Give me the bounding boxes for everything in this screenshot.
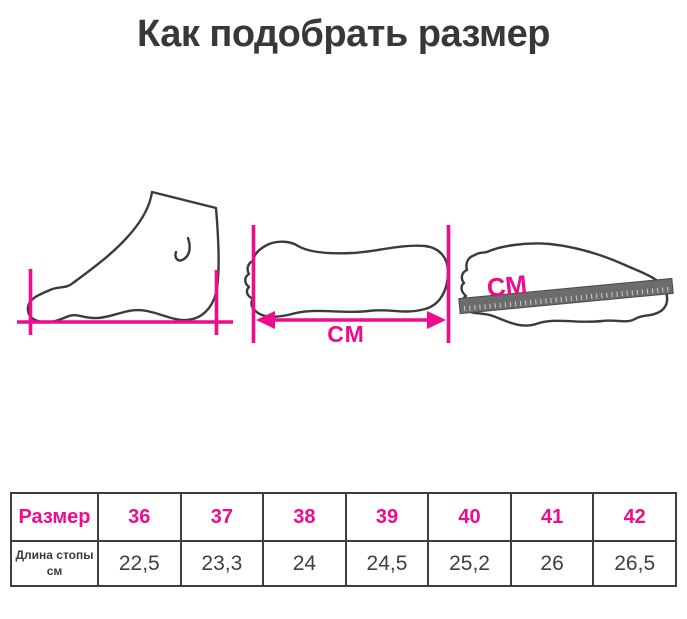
length-cell-39: 24,5 <box>344 540 430 587</box>
footprint-outline <box>244 240 450 318</box>
length-label-line1: Длина стопы <box>15 547 94 562</box>
foot-side-illustration <box>17 190 233 335</box>
foot-side-outline <box>26 190 220 324</box>
foot-sole-ruler-illustration: СМ <box>458 242 674 327</box>
size-cell-39: 39 <box>344 492 430 542</box>
arrowhead-left-icon <box>256 311 275 329</box>
ankle-bone-mark <box>174 236 191 262</box>
length-row-label: Длина стопы см <box>10 540 99 587</box>
size-cell-36: 36 <box>97 492 182 542</box>
cm-label-ruler: СМ <box>485 269 528 303</box>
size-cell-37: 37 <box>179 492 265 542</box>
ruler <box>458 277 674 315</box>
size-cell-42: 42 <box>592 492 677 542</box>
foot-sole-arrow-illustration: СМ <box>244 225 451 347</box>
length-cell-42: 26,5 <box>592 540 677 587</box>
size-table: Размер 36 37 38 39 40 41 42 Длина стопы … <box>10 492 677 587</box>
size-row: Размер 36 37 38 39 40 41 42 <box>10 492 677 542</box>
ruler-ticks <box>464 286 669 312</box>
length-cell-37: 23,3 <box>179 540 265 587</box>
length-cell-40: 25,2 <box>427 540 512 587</box>
size-cell-41: 41 <box>509 492 595 542</box>
page-title: Как подобрать размер <box>137 13 550 55</box>
length-cell-36: 22,5 <box>97 540 182 587</box>
arrowhead-right-icon <box>427 311 446 329</box>
length-cell-41: 26 <box>509 540 595 587</box>
length-row: Длина стопы см 22,5 23,3 24 24,5 25,2 26… <box>10 540 677 587</box>
measurement-illustrations: СМ СМ <box>17 190 674 347</box>
length-label-line2: см <box>46 563 63 578</box>
length-cell-38: 24 <box>262 540 347 587</box>
size-row-label: Размер <box>10 492 99 542</box>
size-cell-40: 40 <box>427 492 512 542</box>
size-cell-38: 38 <box>262 492 347 542</box>
ruler-bar <box>458 277 674 315</box>
cm-label-arrow: СМ <box>327 321 364 347</box>
